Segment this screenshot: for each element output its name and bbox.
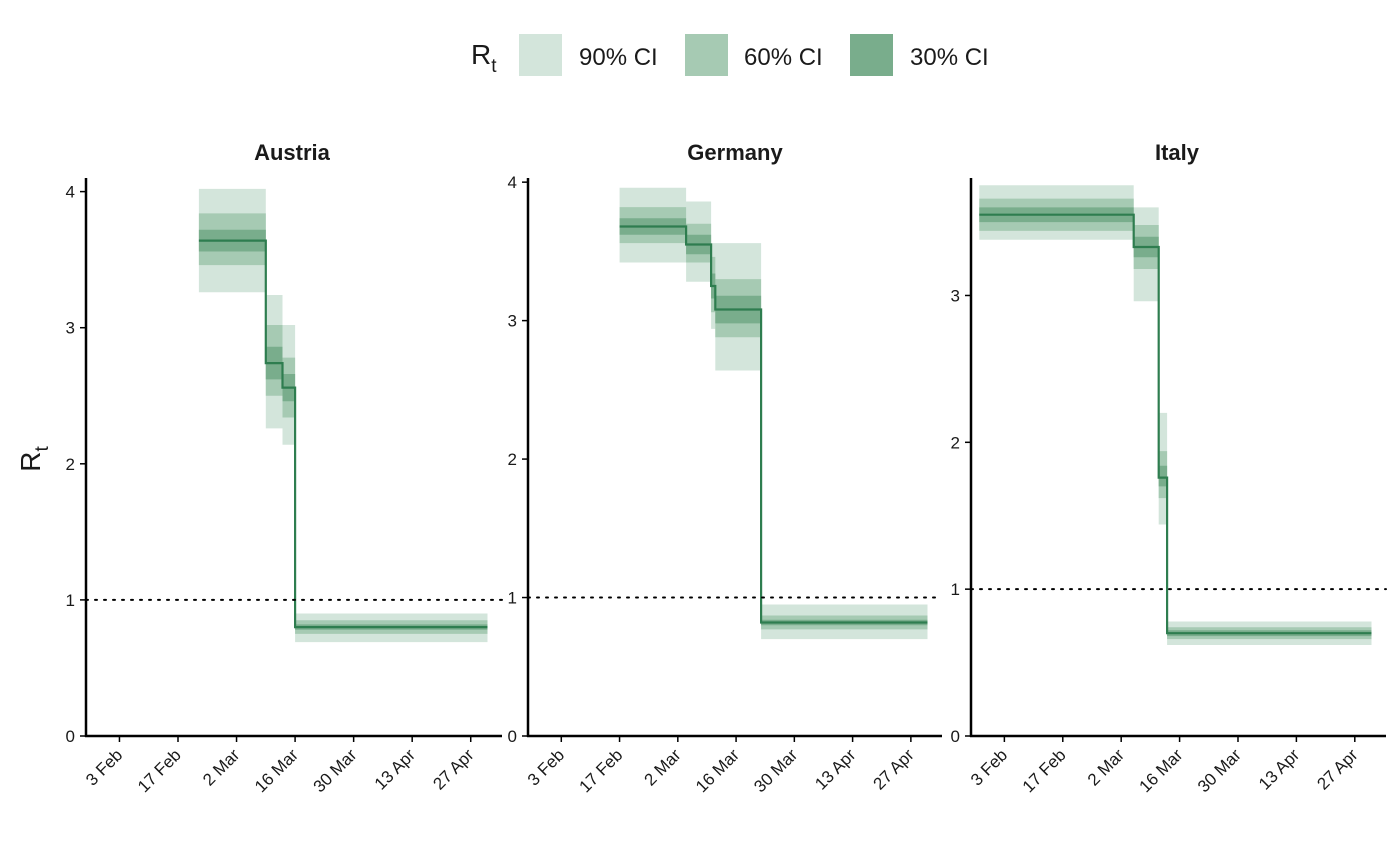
legend-title-sub: t: [491, 56, 497, 77]
panel-0: Austria 0 1 2 3 4 3 Feb 17 Feb 2 Mar 16 Mar 30 Mar…: [66, 140, 503, 796]
x-tick-label: 17 Feb: [134, 745, 185, 796]
legend-items: 90% CI 60% CI 30% CI: [519, 34, 989, 76]
x-tick-label: 17 Feb: [1019, 745, 1070, 796]
y-tick-label: 3: [951, 286, 960, 305]
median-line: [979, 213, 1372, 635]
legend-label-0: 90% CI: [579, 44, 658, 71]
y-tick-label: 2: [951, 433, 960, 452]
x-tick-label: 16 Mar: [251, 745, 302, 796]
x-tick-label: 3 Feb: [524, 745, 568, 789]
y-tick-label: 3: [66, 319, 75, 338]
x-tick-label: 30 Mar: [750, 745, 801, 796]
band-ci60: [619, 207, 928, 630]
x-tick-label: 2 Mar: [1084, 745, 1128, 789]
x-tick-label: 27 Apr: [1313, 745, 1361, 793]
band-ci60: [979, 198, 1372, 640]
panel-title: Germany: [687, 140, 783, 165]
panel-1: Germany 0 1 2 3 4 3 Feb 17 Feb 2 Mar 16 Mar 30 Mar…: [508, 140, 943, 796]
x-tick-label: 17 Feb: [576, 745, 627, 796]
x-tick-label: 16 Mar: [692, 745, 743, 796]
x-tick-label: 3 Feb: [967, 745, 1011, 789]
y-tick-label: 2: [66, 455, 75, 474]
y-tick-label: 0: [508, 727, 517, 746]
x-tick-label: 2 Mar: [640, 745, 684, 789]
panel-title: Italy: [1155, 140, 1200, 165]
legend-key-2: [850, 34, 893, 76]
y-tick-label: 0: [66, 727, 75, 746]
x-tick-label: 27 Apr: [870, 745, 918, 793]
band-ci90: [619, 187, 928, 640]
panel-2: Italy 0 1 2 3 3 Feb 17 Feb 2 Mar 16 Mar 30 Mar 13 …: [951, 140, 1387, 796]
x-tick-label: 16 Mar: [1136, 745, 1187, 796]
x-tick-label: 30 Mar: [310, 745, 361, 796]
legend-label-1: 60% CI: [744, 44, 823, 71]
x-tick-label: 27 Apr: [429, 745, 477, 793]
legend: Rt 90% CI 60% CI 30% CI: [471, 34, 989, 77]
legend-key-0: [519, 34, 562, 76]
legend-key-1: [685, 34, 728, 76]
y-tick-label: 4: [66, 183, 75, 202]
panel-title: Austria: [254, 140, 331, 165]
band-ci30: [979, 207, 1372, 637]
y-tick-label: 4: [508, 173, 517, 192]
y-tick-label: 0: [951, 727, 960, 746]
y-axis-label: Rt: [15, 446, 53, 472]
x-tick-label: 30 Mar: [1194, 745, 1245, 796]
band-ci90: [979, 185, 1372, 646]
x-tick-label: 13 Apr: [1255, 745, 1303, 793]
y-tick-label: 1: [66, 591, 75, 610]
y-axis-label-main: R: [15, 452, 46, 472]
band-ci90: [198, 188, 488, 643]
y-tick-label: 3: [508, 312, 517, 331]
band-ci60: [198, 213, 488, 634]
y-tick-label: 1: [951, 580, 960, 599]
x-tick-label: 3 Feb: [82, 745, 126, 789]
y-tick-label: 2: [508, 450, 517, 469]
legend-label-2: 30% CI: [910, 44, 989, 71]
median-line: [198, 239, 488, 629]
legend-title: Rt: [471, 39, 497, 77]
legend-title-main: R: [471, 39, 491, 70]
y-tick-label: 1: [508, 589, 517, 608]
x-tick-label: 13 Apr: [371, 745, 419, 793]
median-line: [619, 225, 928, 624]
y-axis-label-sub: t: [32, 446, 53, 452]
x-tick-label: 13 Apr: [811, 745, 859, 793]
band-ci30: [619, 218, 928, 626]
x-tick-label: 2 Mar: [199, 745, 243, 789]
